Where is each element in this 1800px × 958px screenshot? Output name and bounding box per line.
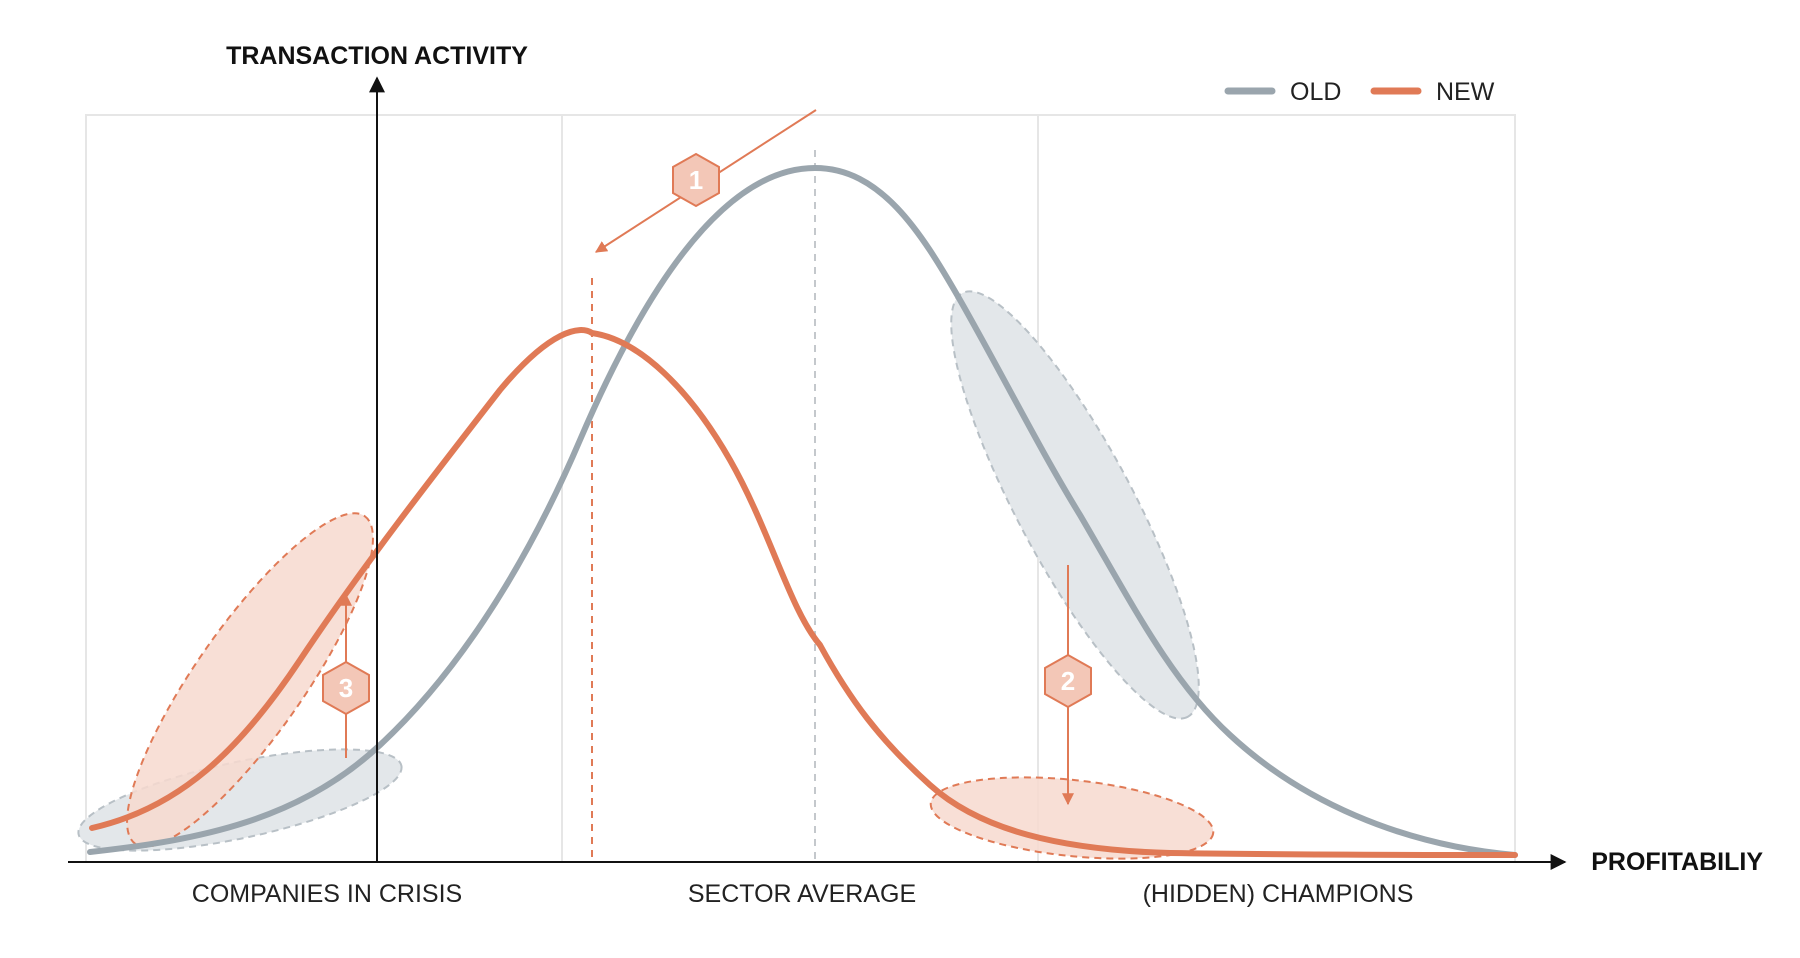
new-curve <box>89 327 1518 858</box>
legend-old-label: OLD <box>1290 78 1341 106</box>
plot-frame <box>85 114 1516 863</box>
region-label-sector-average: SECTOR AVERAGE <box>688 880 916 908</box>
marker-1-label: 1 <box>689 165 703 195</box>
old-curve <box>87 164 1518 858</box>
region-label-crisis: COMPANIES IN CRISIS <box>192 880 462 908</box>
legend-new-label: NEW <box>1436 78 1495 106</box>
marker-2: 2 <box>1044 653 1092 709</box>
marker-3: 3 <box>322 660 370 716</box>
legend: OLD NEW <box>1224 78 1495 106</box>
region-label-champions: (HIDDEN) CHAMPIONS <box>1143 880 1414 908</box>
x-axis-title: PROFITABILIY <box>1591 848 1763 876</box>
marker-3-label: 3 <box>339 673 353 703</box>
y-axis-title: TRANSACTION ACTIVITY <box>226 42 528 70</box>
new-champions-ellipse <box>929 776 1215 860</box>
marker-1: 1 <box>672 152 720 208</box>
marker-2-label: 2 <box>1061 666 1075 696</box>
